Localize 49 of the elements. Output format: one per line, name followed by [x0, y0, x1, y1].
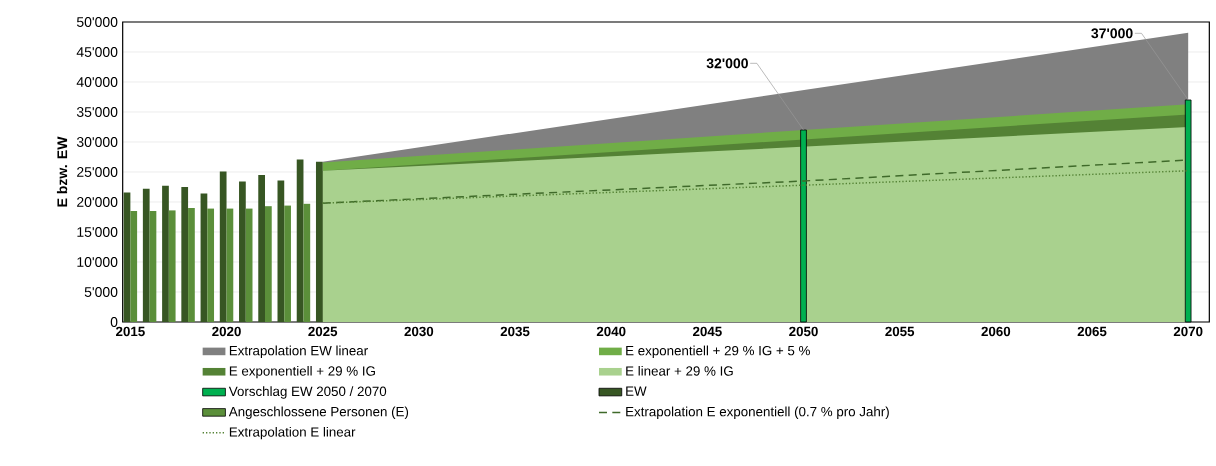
- data-label: 32'000: [706, 58, 748, 69]
- bar: [258, 174, 265, 322]
- y-tick-label: 35'000: [76, 107, 118, 117]
- x-tick-label: 2045: [692, 326, 722, 337]
- x-tick-label: 2015: [116, 326, 145, 337]
- x-tick-label: 2070: [1173, 326, 1203, 337]
- legend-label: E exponentiell + 29 % IG: [229, 365, 375, 379]
- bar: [142, 188, 150, 322]
- y-tick-label: 30'000: [76, 137, 118, 147]
- legend-label: Extrapolation E linear: [229, 426, 356, 440]
- bar: [303, 203, 311, 322]
- bar: [315, 161, 323, 322]
- bar: [207, 208, 215, 322]
- x-tick-label: 2060: [981, 326, 1011, 337]
- legend-label: E linear + 29 % IG: [626, 365, 733, 376]
- y-tick-label: 40'000: [76, 77, 118, 87]
- y-tick-label: 50'000: [76, 17, 118, 27]
- bar: [239, 181, 246, 322]
- legend-label: Extrapolation E exponentiell (0.7 % pro Jahr): [626, 406, 889, 419]
- x-tick-label: 2055: [885, 326, 915, 337]
- y-tick-label: 25'000: [77, 167, 118, 177]
- x-tick-label: 2030: [404, 326, 434, 337]
- x-tick-label: 2025: [308, 326, 338, 337]
- legend-label: E exponentiell + 29 % IG + 5 %: [626, 345, 810, 359]
- y-tick-label: 5'000: [84, 287, 118, 297]
- data-label: 37'000: [1091, 28, 1133, 39]
- y-tick-label: 15'000: [77, 227, 118, 237]
- legend-label: Vorschlag EW 2050 / 2070: [228, 386, 387, 399]
- bar: [284, 205, 291, 322]
- bar: [181, 186, 189, 322]
- bar: [265, 206, 272, 322]
- bar: [188, 207, 195, 322]
- y-axis-title: E bzw. EW: [56, 136, 68, 207]
- bar: [130, 210, 138, 322]
- x-tick-label: 2065: [1077, 326, 1107, 337]
- y-tick-label: 10'000: [77, 257, 118, 267]
- y-tick-label: 45'000: [76, 47, 118, 57]
- x-tick-label: 2050: [789, 326, 818, 337]
- x-tick-label: 2035: [500, 326, 530, 337]
- x-tick-label: 2020: [212, 326, 241, 337]
- legend-label: EW: [626, 386, 647, 396]
- bar: [168, 210, 176, 322]
- y-tick-label: 0: [110, 317, 118, 327]
- bar: [219, 171, 227, 322]
- legend-label: Extrapolation EW linear: [229, 345, 368, 359]
- bar: [162, 185, 169, 322]
- x-tick-label: 2040: [596, 326, 626, 337]
- legend-label: Angeschlossene Personen (E): [228, 406, 409, 419]
- y-tick-label: 20'000: [77, 197, 118, 207]
